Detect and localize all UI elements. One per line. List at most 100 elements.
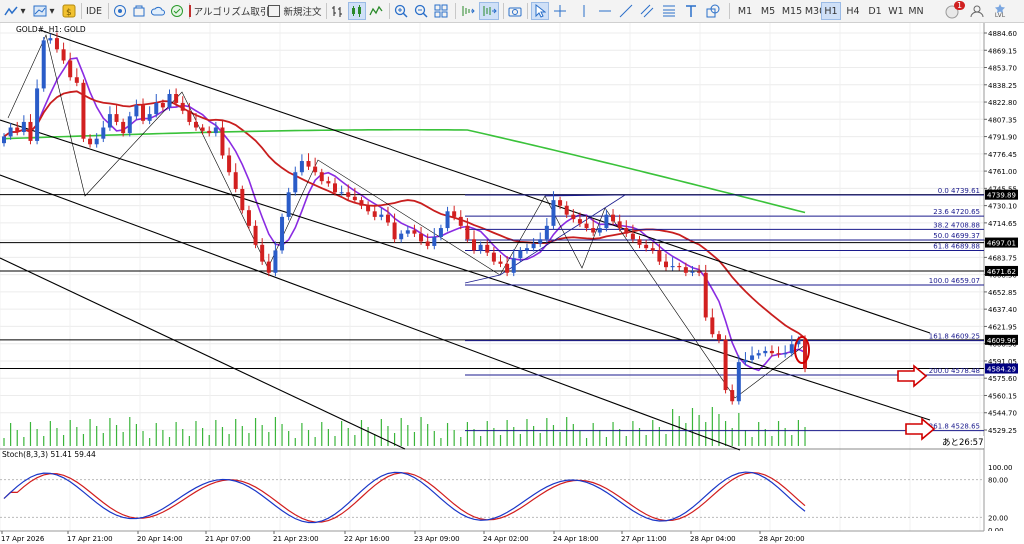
price-tick-label: 4652.85 [988, 289, 1017, 297]
svg-text:あと26:57: あと26:57 [942, 438, 984, 448]
price-tick-label: 4560.15 [988, 392, 1017, 400]
market-icon[interactable] [131, 2, 147, 20]
tf-m1[interactable]: M1 [737, 5, 753, 17]
crosshair-icon[interactable] [552, 2, 568, 20]
candle [703, 272, 708, 318]
highlight-circle [794, 336, 810, 364]
candle [677, 266, 682, 268]
candle [445, 211, 450, 229]
candle [650, 248, 655, 251]
candle [690, 271, 695, 273]
candle [319, 172, 324, 182]
time-tick-label: 28 Apr 20:00 [759, 535, 805, 543]
candle [8, 127, 13, 137]
candle [551, 200, 556, 226]
new-order-label: 新規注文 [283, 7, 322, 18]
level-icon[interactable]: LVL [990, 2, 1010, 20]
candle [346, 192, 351, 197]
time-axis [0, 531, 1024, 544]
toolbar: ▾ ▾ $ IDE アルゴリズム取引 新規注文 M1 M5 M15 M30 H1… [0, 0, 1024, 23]
tf-d1[interactable]: D1 [868, 5, 882, 17]
candle [518, 250, 523, 259]
account-icon[interactable] [968, 2, 986, 20]
line-chart-icon[interactable] [3, 2, 19, 20]
price-tick-label: 4714.65 [988, 220, 1017, 228]
tf-m15[interactable]: M15 [781, 5, 803, 17]
text-icon[interactable] [683, 2, 699, 20]
vertical-line-icon[interactable] [576, 2, 592, 20]
price-tag [985, 363, 1018, 374]
price-tag [985, 334, 1018, 345]
cloud-icon[interactable] [150, 2, 166, 20]
cursor-icon[interactable] [531, 2, 549, 20]
ide-button[interactable]: IDE [85, 5, 103, 17]
price-tag [985, 189, 1018, 200]
autoscroll-icon[interactable] [479, 2, 499, 20]
candle [597, 228, 602, 233]
algo-trading-button[interactable]: アルゴリズム取引 [188, 2, 269, 20]
price-tag-label: 4739.89 [987, 192, 1016, 200]
community-icon[interactable] [112, 2, 128, 20]
zoom-in-icon[interactable] [393, 2, 409, 20]
candle [538, 239, 543, 244]
tf-mn[interactable]: MN [908, 5, 924, 17]
candle [472, 239, 477, 251]
candle [769, 350, 774, 354]
bar-chart-icon[interactable] [330, 2, 346, 20]
line-icon[interactable] [368, 2, 384, 20]
candle [68, 60, 73, 78]
expert-icon[interactable]: $ [61, 2, 77, 20]
svg-text:$: $ [66, 8, 72, 18]
candle [670, 266, 675, 268]
candle [465, 225, 470, 240]
candle [220, 127, 225, 156]
candle [2, 136, 6, 144]
candle [260, 244, 265, 262]
candle [352, 196, 357, 201]
trendline-icon[interactable] [618, 2, 634, 20]
price-tag-label: 4697.01 [987, 240, 1016, 248]
candle [452, 211, 457, 217]
new-order-button[interactable]: 新規注文 [268, 2, 322, 20]
candlestick-icon[interactable] [348, 2, 366, 20]
screenshot-icon[interactable] [507, 2, 523, 20]
candle [783, 353, 788, 355]
tf-h1[interactable]: H1 [821, 2, 841, 20]
horizontal-line-icon[interactable] [597, 2, 613, 20]
stoch-tick-label: 100.00 [988, 464, 1013, 472]
candle [584, 223, 589, 229]
level-label: LVL [994, 12, 1006, 19]
channel-line [0, 257, 406, 450]
notifications-button[interactable]: 1 [944, 1, 966, 20]
candle [736, 362, 741, 402]
candle [756, 353, 761, 356]
fibonacci-icon[interactable] [661, 2, 677, 20]
candle [630, 233, 635, 240]
chevron-down-icon[interactable]: ▾ [49, 5, 55, 17]
price-tick-label: 4745.55 [988, 185, 1017, 193]
channel-icon[interactable] [639, 2, 655, 20]
tf-h4[interactable]: H4 [846, 5, 860, 17]
price-tag [985, 237, 1018, 248]
tf-w1[interactable]: W1 [888, 5, 904, 17]
candle [160, 102, 165, 108]
chart-window-icon[interactable] [32, 2, 48, 20]
time-tick-label: 22 Apr 16:00 [344, 535, 390, 543]
tf-m5[interactable]: M5 [760, 5, 776, 17]
shapes-icon[interactable] [705, 2, 721, 20]
candle [266, 261, 271, 273]
chart-shift-icon[interactable] [459, 2, 477, 20]
zoom-out-icon[interactable] [413, 2, 429, 20]
channel-line [0, 119, 931, 421]
tile-windows-icon[interactable] [433, 2, 449, 20]
tf-m30[interactable]: M30 [804, 5, 826, 17]
candle [743, 359, 748, 363]
candle [657, 250, 662, 262]
chevron-down-icon[interactable]: ▾ [20, 5, 26, 17]
vps-icon[interactable] [169, 2, 185, 20]
fib-level-label: 0.0 4739.61 [938, 187, 980, 195]
fib-level-label: 50.0 4699.37 [933, 232, 980, 240]
candle [458, 216, 463, 226]
time-tick-label: 17 Apr 21:00 [67, 535, 113, 543]
